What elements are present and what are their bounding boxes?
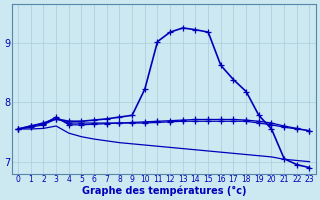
X-axis label: Graphe des températures (°c): Graphe des températures (°c) — [82, 185, 246, 196]
